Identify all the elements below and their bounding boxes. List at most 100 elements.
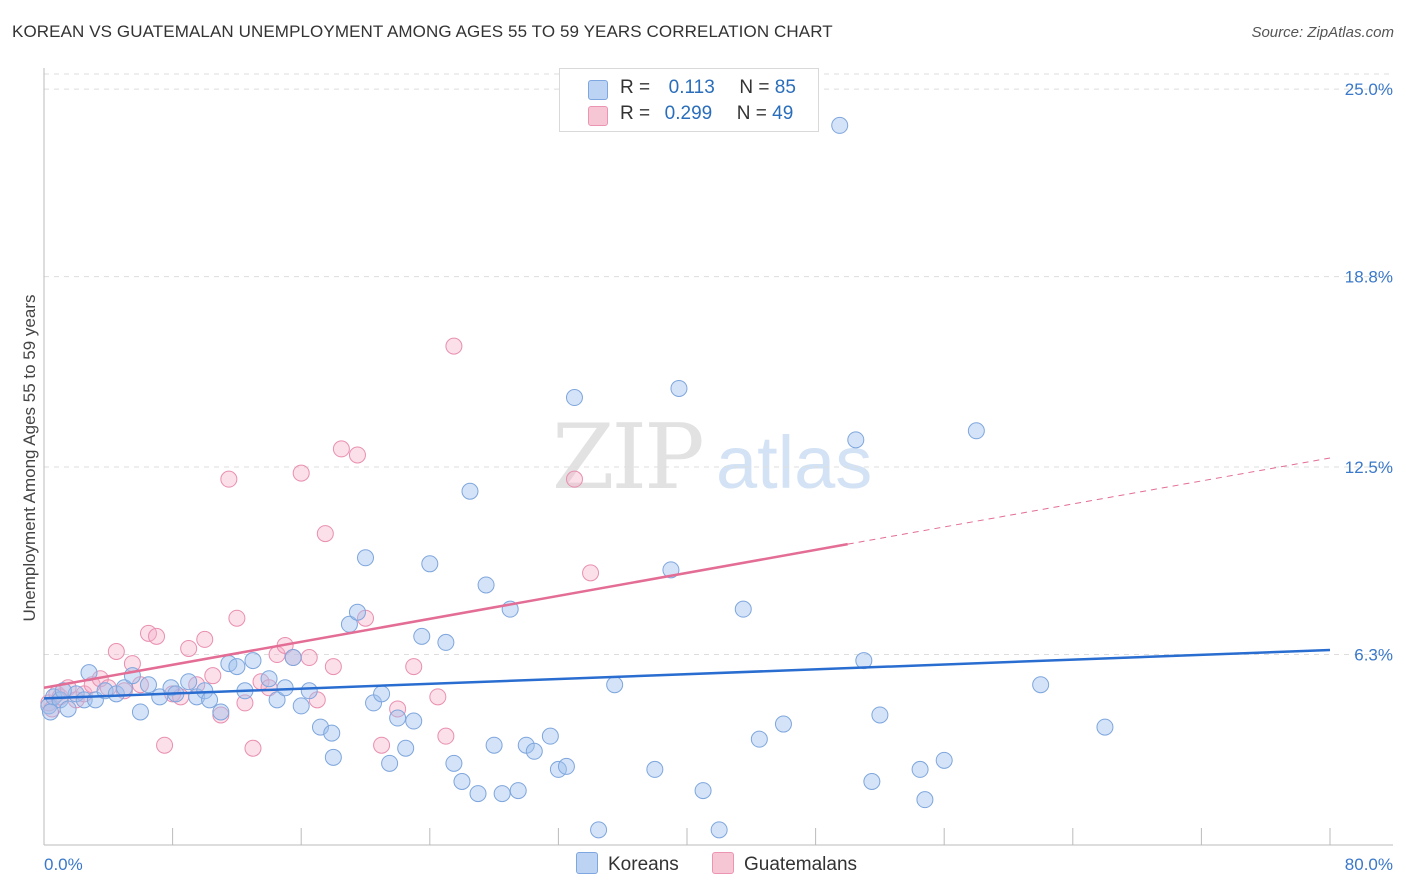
guatemalan-point-37 — [324, 658, 342, 676]
x-tick-label-min: 0.0% — [44, 855, 83, 874]
korean-point-81 — [1032, 676, 1050, 694]
korean-point-62 — [590, 821, 608, 839]
korean-point-52 — [485, 736, 503, 754]
korean-point-51 — [477, 576, 495, 594]
korean-point-83 — [41, 703, 59, 721]
korean-point-40 — [381, 754, 399, 772]
guatemalan-point-47 — [565, 470, 583, 488]
legend-r-value-koreans: 0.113 — [668, 77, 715, 98]
korean-point-55 — [509, 782, 527, 800]
legend-r-value-guatemalans: 0.299 — [664, 103, 713, 124]
y-tick-label-0: 6.3% — [1354, 646, 1393, 665]
korean-point-67 — [694, 782, 712, 800]
chart-source: Source: ZipAtlas.com — [1251, 24, 1394, 41]
bottom-legend-swatch-koreans — [576, 852, 598, 874]
korean-point-66 — [670, 379, 688, 397]
korean-point-78 — [916, 791, 934, 809]
guatemalan-point-46 — [445, 337, 463, 355]
legend-swatch-koreans — [588, 80, 608, 100]
korean-point-17 — [180, 673, 198, 691]
korean-point-43 — [405, 712, 423, 730]
korean-point-72 — [831, 116, 849, 134]
korean-point-77 — [911, 760, 929, 778]
korean-point-33 — [323, 724, 341, 742]
guatemalan-point-27 — [244, 739, 262, 757]
watermark-zip: ZIP — [552, 405, 702, 510]
korean-point-12 — [131, 703, 149, 721]
korean-point-46 — [437, 633, 455, 651]
guatemalan-point-16 — [156, 736, 174, 754]
guatemalan-point-42 — [389, 700, 407, 718]
korean-point-53 — [493, 785, 511, 803]
guatemalan-point-24 — [220, 470, 238, 488]
guatemalan-trend-line — [43, 542, 848, 690]
korean-point-80 — [967, 422, 985, 440]
korean-point-3 — [59, 700, 77, 718]
korean-point-58 — [541, 727, 559, 745]
korean-point-57 — [525, 742, 543, 760]
bottom-legend-koreans: Koreans — [576, 852, 679, 876]
korean-point-36 — [348, 603, 366, 621]
bottom-legend-label-guatemalans: Guatemalans — [744, 854, 858, 875]
legend-n-value-koreans: 85 — [774, 77, 796, 98]
guatemalan-point-38 — [332, 440, 350, 458]
y-tick-label-2: 18.8% — [1345, 268, 1393, 287]
legend-n-value-guatemalans: 49 — [772, 103, 794, 124]
guatemalan-trend-extension — [847, 457, 1331, 545]
korean-point-23 — [228, 658, 246, 676]
korean-point-64 — [646, 760, 664, 778]
korean-point-21 — [212, 703, 230, 721]
korean-point-47 — [445, 754, 463, 772]
bottom-legend-guatemalans: Guatemalans — [712, 852, 857, 876]
guatemalan-point-45 — [437, 727, 455, 745]
korean-point-71 — [774, 715, 792, 733]
korean-point-79 — [935, 751, 953, 769]
korean-point-20 — [201, 691, 219, 709]
guatemalan-point-44 — [429, 688, 447, 706]
correlation-legend: R = 0.113 N = 85 R = 0.299 N = 49 — [559, 68, 819, 132]
korean-point-45 — [421, 555, 439, 573]
korean-point-13 — [139, 676, 157, 694]
bottom-legend-swatch-guatemalans — [712, 852, 734, 874]
korean-point-29 — [284, 649, 302, 667]
guatemalan-point-33 — [292, 464, 310, 482]
korean-point-26 — [260, 670, 278, 688]
korean-point-30 — [292, 697, 310, 715]
korean-point-68 — [710, 821, 728, 839]
x-tick-label-max: 80.0% — [1345, 855, 1393, 874]
korean-point-42 — [397, 739, 415, 757]
legend-r-label: R = — [620, 77, 651, 98]
korean-point-63 — [606, 676, 624, 694]
guatemalan-point-34 — [300, 649, 318, 667]
bottom-legend-label-koreans: Koreans — [608, 854, 679, 875]
guatemalan-point-10 — [107, 642, 125, 660]
korean-point-25 — [244, 652, 262, 670]
guatemalan-point-25 — [228, 609, 246, 627]
korean-point-37 — [357, 549, 374, 567]
y-axis-title: Unemployment Among Ages 55 to 59 years — [20, 294, 39, 622]
guatemalan-point-48 — [582, 564, 600, 582]
korean-point-76 — [871, 706, 889, 724]
guatemalan-point-21 — [196, 630, 214, 648]
guatemalan-point-39 — [348, 446, 366, 464]
korean-point-69 — [734, 600, 752, 618]
y-tick-label-3: 25.0% — [1345, 80, 1393, 99]
korean-point-27 — [268, 691, 286, 709]
y-tick-label-1: 12.5% — [1345, 458, 1393, 477]
guatemalan-point-41 — [373, 736, 391, 754]
legend-n-label: N = — [736, 103, 767, 124]
guatemalan-point-43 — [405, 658, 423, 676]
korean-point-82 — [1096, 718, 1114, 736]
legend-n-label: N = — [739, 77, 770, 98]
guatemalan-point-19 — [180, 639, 198, 657]
korean-point-75 — [863, 773, 881, 791]
korean-point-44 — [413, 627, 431, 645]
korean-point-73 — [847, 431, 865, 449]
watermark-atlas: atlas — [716, 421, 872, 504]
korean-point-39 — [373, 685, 391, 703]
guatemalan-point-36 — [316, 525, 334, 543]
guatemalan-point-15 — [148, 627, 166, 645]
korean-point-50 — [469, 785, 487, 803]
korean-trend-line — [43, 648, 1331, 700]
korean-point-28 — [276, 679, 294, 697]
